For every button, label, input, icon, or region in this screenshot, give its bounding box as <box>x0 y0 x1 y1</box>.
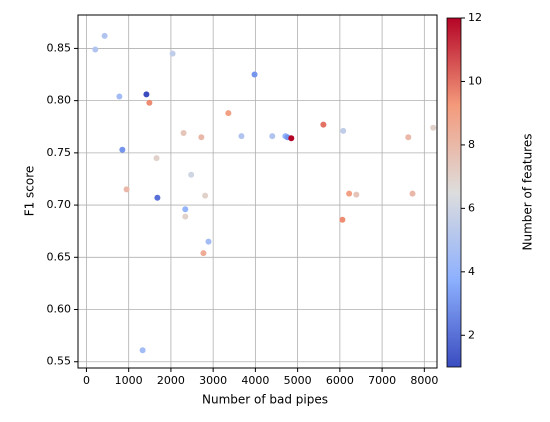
point <box>320 121 327 128</box>
x-tick-label: 3000 <box>199 374 227 387</box>
point <box>269 133 276 140</box>
point <box>238 133 245 140</box>
point <box>153 155 160 162</box>
colorbar-tick-label: 4 <box>468 265 475 278</box>
point <box>169 50 176 57</box>
point <box>430 124 437 131</box>
colorbar-tick-label: 12 <box>468 11 482 24</box>
point <box>146 99 153 106</box>
point <box>200 250 207 257</box>
colorbar <box>446 17 462 368</box>
y-axis-label: F1 score <box>23 166 37 217</box>
point <box>202 192 209 199</box>
y-tick-label: 0.65 <box>47 250 72 263</box>
point <box>225 110 232 117</box>
x-tick-label: 2000 <box>157 374 185 387</box>
x-tick-label: 6000 <box>326 374 354 387</box>
point <box>123 186 130 193</box>
point <box>205 238 212 245</box>
point <box>182 213 189 220</box>
point <box>101 32 108 39</box>
point <box>154 194 161 201</box>
y-tick-label: 0.80 <box>47 94 72 107</box>
x-tick-label: 1000 <box>115 374 143 387</box>
point <box>180 130 187 137</box>
colorbar-tick-label: 8 <box>468 138 475 151</box>
point <box>353 191 360 198</box>
x-tick-label: 7000 <box>368 374 396 387</box>
x-tick-label: 5000 <box>284 374 312 387</box>
point <box>92 46 99 53</box>
point <box>188 171 195 178</box>
x-tick-label: 8000 <box>410 374 438 387</box>
point <box>139 347 146 354</box>
point <box>251 71 258 78</box>
colorbar-tick-label: 2 <box>468 328 475 341</box>
point <box>409 190 416 197</box>
x-tick-label: 4000 <box>241 374 269 387</box>
colorbar-tick-label: 6 <box>468 201 475 214</box>
point <box>288 135 295 142</box>
x-axis-label: Number of bad pipes <box>202 393 328 407</box>
point <box>198 134 205 141</box>
point <box>143 91 150 98</box>
plot-frame <box>77 14 438 369</box>
point <box>346 190 353 197</box>
x-tick-label: 0 <box>83 374 90 387</box>
point <box>340 127 347 134</box>
y-tick-label: 0.70 <box>47 198 72 211</box>
point <box>182 206 189 213</box>
y-tick-label: 0.85 <box>47 41 72 54</box>
point <box>339 216 346 223</box>
y-tick-label: 0.75 <box>47 146 72 159</box>
point <box>405 134 412 141</box>
colorbar-tick-label: 10 <box>468 74 482 87</box>
point <box>116 93 123 100</box>
y-tick-label: 0.55 <box>47 355 72 368</box>
point <box>119 146 126 153</box>
colorbar-label: Number of features <box>521 134 535 251</box>
y-tick-label: 0.60 <box>47 303 72 316</box>
